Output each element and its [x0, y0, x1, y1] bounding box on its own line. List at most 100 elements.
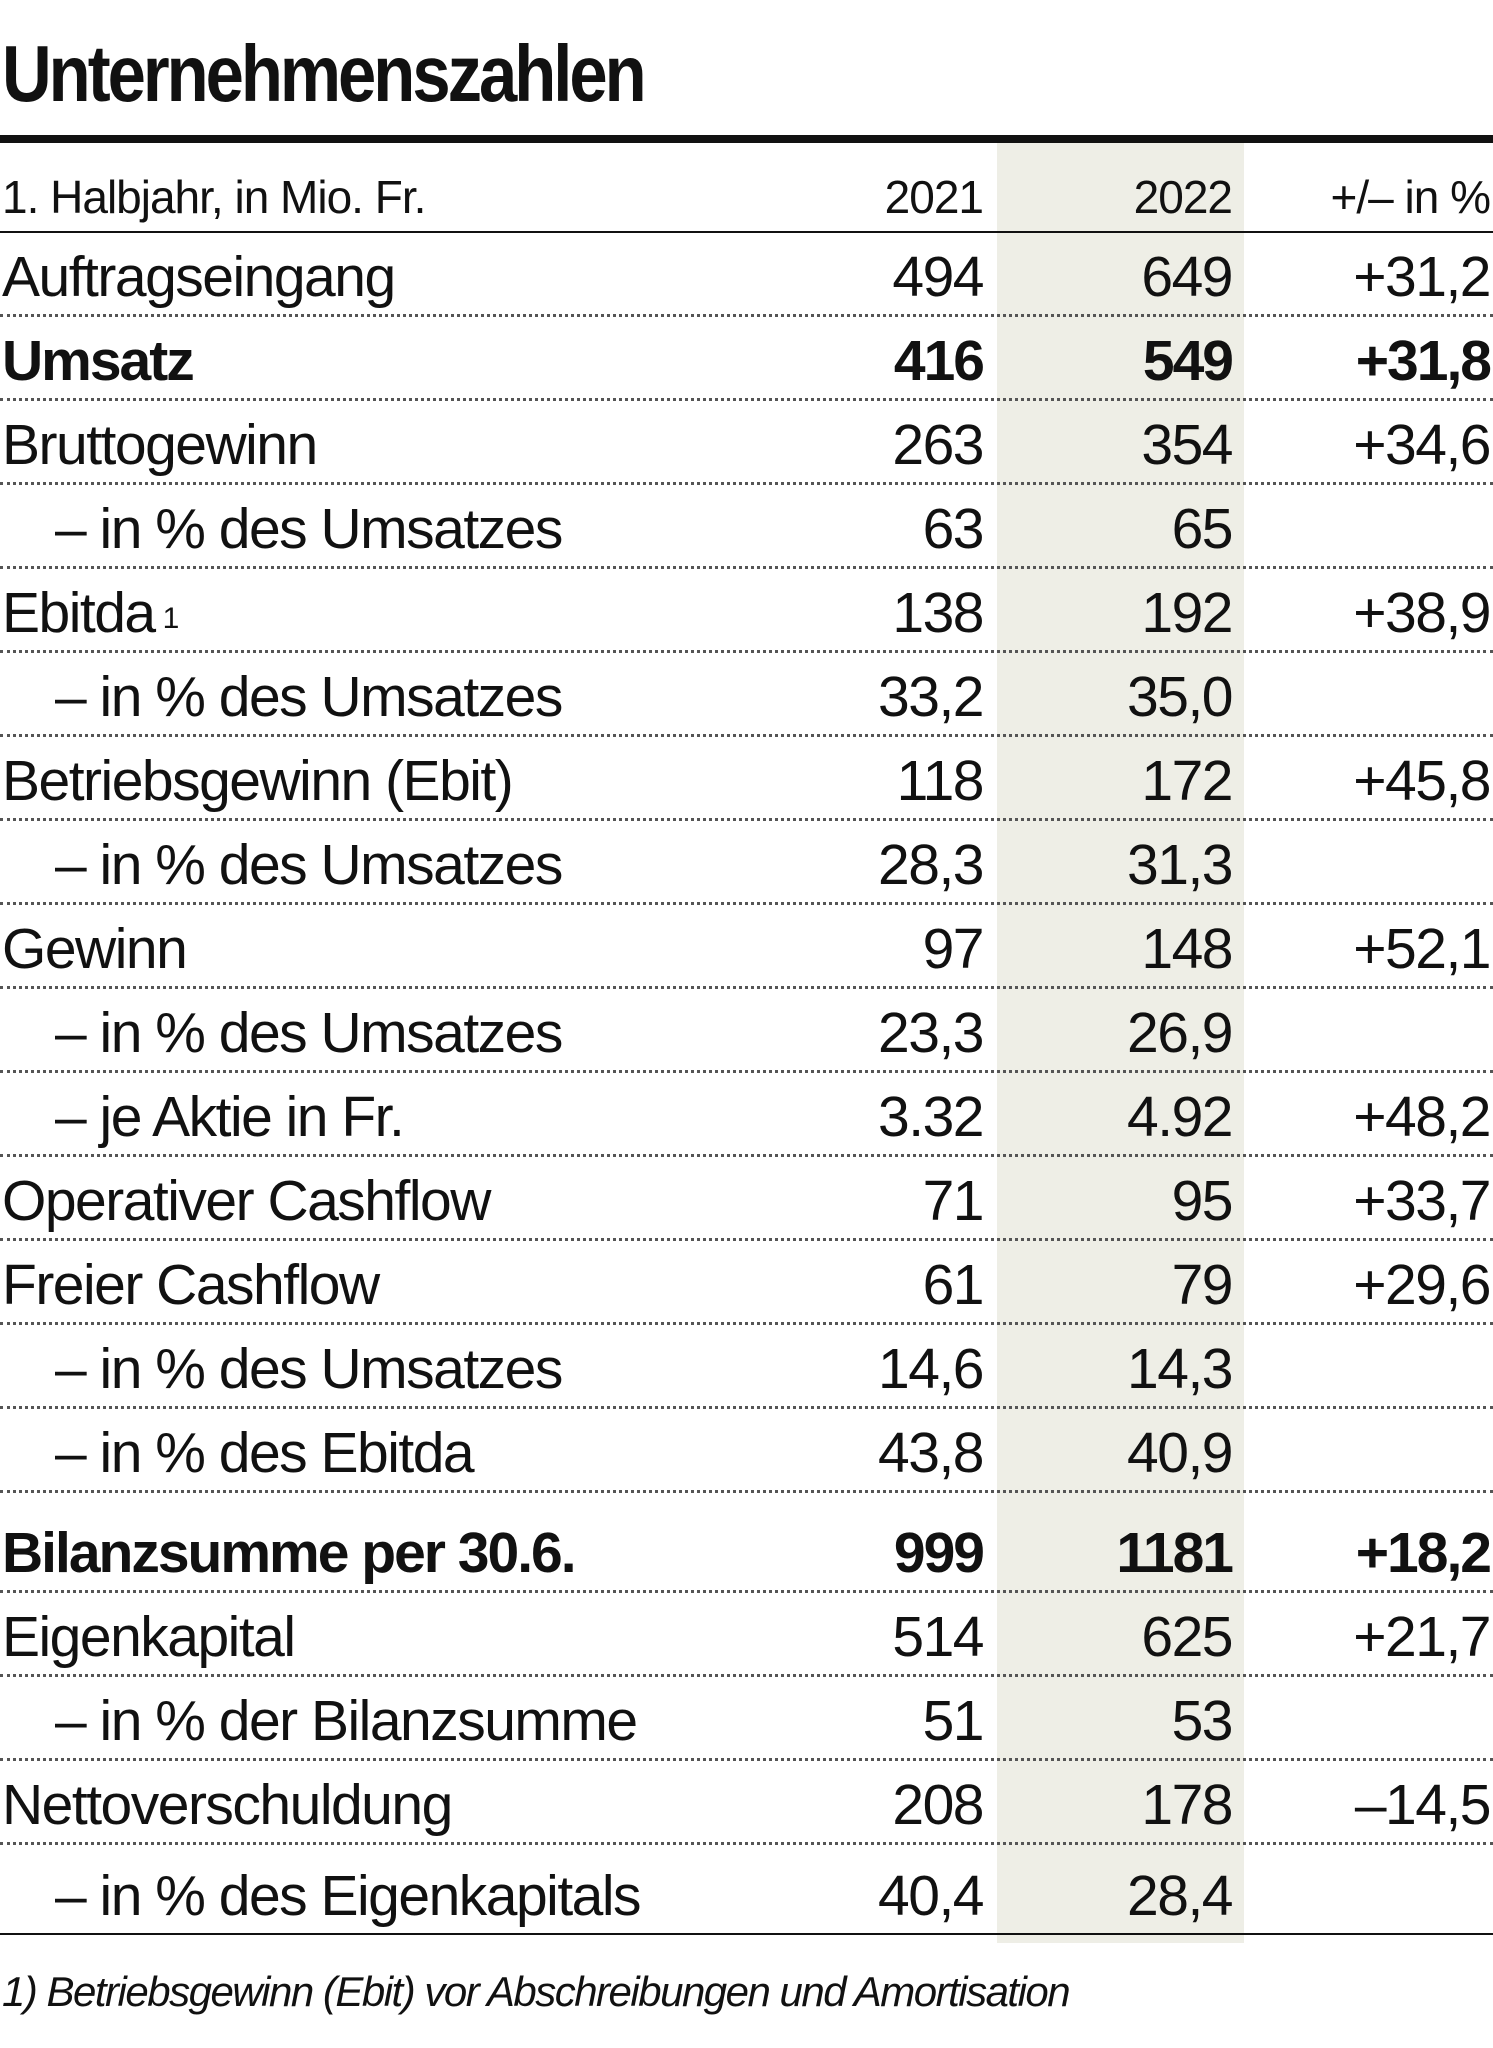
row-gewinn: Gewinn 97 148 +52,1 — [0, 905, 1493, 989]
row-nettoverschuldung: Nettoverschuldung 208 178 –14,5 — [0, 1761, 1493, 1845]
figures-table: 1. Halbjahr, in Mio. Fr. 2021 2022 +/– i… — [0, 143, 1493, 1935]
value-2021: 28,3 — [878, 833, 984, 897]
row-gewinn-je-aktie: – je Aktie in Fr. 3.32 4.92 +48,2 — [0, 1073, 1493, 1157]
value-2022: 40,9 — [1127, 1421, 1233, 1485]
value-change: +18,2 — [1355, 1521, 1492, 1585]
row-auftragseingang: Auftragseingang 494 649 +31,2 — [0, 233, 1493, 317]
row-label: – in % des Umsatzes — [55, 1001, 563, 1065]
row-label: Freier Cashflow — [2, 1253, 380, 1317]
value-2021: 416 — [893, 329, 985, 393]
value-change: +31,2 — [1353, 245, 1491, 309]
footnote: 1) Betriebsgewinn (Ebit) vor Abschreibun… — [2, 1968, 1071, 2015]
row-label: Bruttogewinn — [2, 413, 318, 477]
row-label: – in % des Umsatzes — [55, 497, 563, 561]
row-label: Umsatz — [2, 329, 195, 393]
value-change: +31,8 — [1355, 329, 1492, 393]
value-change: +38,9 — [1353, 581, 1491, 645]
value-change: +34,6 — [1353, 413, 1491, 477]
value-2022: 549 — [1142, 329, 1234, 393]
row-label: Gewinn — [2, 917, 188, 981]
value-2021: 263 — [892, 413, 984, 477]
value-2022: 14,3 — [1127, 1337, 1233, 1401]
footnote-marker: 1 — [162, 602, 180, 635]
value-change: –14,5 — [1354, 1773, 1492, 1837]
row-brutto-pct: – in % des Umsatzes 63 65 — [0, 485, 1493, 569]
column-2022-shading — [997, 143, 1244, 1943]
header-change: +/– in % — [1330, 171, 1492, 223]
value-2021: 494 — [892, 245, 984, 309]
value-2022: 4.92 — [1127, 1085, 1233, 1149]
value-change: +45,8 — [1353, 749, 1491, 813]
value-2022: 26,9 — [1127, 1001, 1233, 1065]
row-label: – je Aktie in Fr. — [55, 1085, 405, 1149]
row-label: – in % der Bilanzsumme — [55, 1689, 638, 1753]
value-2021: 208 — [892, 1773, 984, 1837]
value-2021: 43,8 — [878, 1421, 984, 1485]
row-ebitda: Ebitda 1 138 192 +38,9 — [0, 569, 1493, 653]
row-label: Auftragseingang — [2, 245, 396, 309]
table-header: 1. Halbjahr, in Mio. Fr. 2021 2022 +/– i… — [0, 143, 1493, 233]
value-2021: 3.32 — [878, 1085, 984, 1149]
row-bruttogewinn: Bruttogewinn 263 354 +34,6 — [0, 401, 1493, 485]
value-2021: 61 — [922, 1253, 985, 1317]
value-2021: 999 — [893, 1521, 985, 1585]
value-2021: 63 — [922, 497, 985, 561]
row-gewinn-pct: – in % des Umsatzes 23,3 26,9 — [0, 989, 1493, 1073]
value-2022: 178 — [1141, 1773, 1233, 1837]
value-2022: 28,4 — [1127, 1864, 1233, 1928]
row-label: – in % des Umsatzes — [55, 833, 563, 897]
row-bilanzsumme: Bilanzsumme per 30.6. 999 1181 +18,2 — [0, 1493, 1493, 1593]
header-label: 1. Halbjahr, in Mio. Fr. — [2, 171, 426, 223]
value-change: +33,7 — [1353, 1169, 1491, 1233]
page-title: Unternehmenszahlen — [2, 29, 647, 118]
value-2022: 53 — [1171, 1689, 1234, 1753]
row-label: – in % des Eigenkapitals — [55, 1864, 642, 1928]
value-2022: 79 — [1171, 1253, 1234, 1317]
value-change: +52,1 — [1353, 917, 1491, 981]
row-fcf-pct-ebitda: – in % des Ebitda 43,8 40,9 — [0, 1409, 1493, 1493]
row-label: Eigenkapital — [2, 1605, 296, 1669]
value-2022: 172 — [1141, 749, 1233, 813]
row-label: – in % des Umsatzes — [55, 1337, 563, 1401]
row-ebit: Betriebsgewinn (Ebit) 118 172 +45,8 — [0, 737, 1493, 821]
value-2021: 23,3 — [878, 1001, 984, 1065]
row-umsatz: Umsatz 416 549 +31,8 — [0, 317, 1493, 401]
value-2021: 40,4 — [878, 1864, 984, 1928]
value-2021: 33,2 — [878, 665, 984, 729]
value-2021: 51 — [922, 1689, 985, 1753]
value-2022: 649 — [1141, 245, 1233, 309]
header-2021: 2021 — [884, 171, 984, 223]
row-label: – in % des Umsatzes — [55, 665, 563, 729]
header-2022: 2022 — [1133, 171, 1233, 223]
row-eigenkapital: Eigenkapital 514 625 +21,7 — [0, 1593, 1493, 1677]
value-2021: 71 — [922, 1169, 985, 1233]
value-2021: 138 — [892, 581, 984, 645]
value-2022: 192 — [1141, 581, 1233, 645]
row-label: Nettoverschuldung — [2, 1773, 453, 1837]
value-2022: 354 — [1141, 413, 1233, 477]
ebitda-label: Ebitda — [2, 581, 156, 645]
value-2021: 118 — [896, 749, 985, 813]
value-change: +29,6 — [1353, 1253, 1491, 1317]
row-label: Bilanzsumme per 30.6. — [2, 1521, 577, 1585]
row-label: Betriebsgewinn (Ebit) — [2, 749, 514, 813]
value-2021: 14,6 — [878, 1337, 984, 1401]
value-2022: 95 — [1171, 1169, 1234, 1233]
row-label: Operativer Cashflow — [2, 1169, 491, 1233]
row-ebit-pct: – in % des Umsatzes 28,3 31,3 — [0, 821, 1493, 905]
value-change: +21,7 — [1353, 1605, 1491, 1669]
title-rule — [0, 135, 1493, 143]
value-2022: 35,0 — [1127, 665, 1233, 729]
value-2022: 1181 — [1116, 1521, 1234, 1585]
row-ek-pct-bilanz: – in % der Bilanzsumme 51 53 — [0, 1677, 1493, 1761]
value-2022: 65 — [1171, 497, 1234, 561]
row-fcf-pct-umsatz: – in % des Umsatzes 14,6 14,3 — [0, 1325, 1493, 1409]
value-2021: 514 — [892, 1605, 984, 1669]
value-2022: 148 — [1141, 917, 1233, 981]
value-change: +48,2 — [1353, 1085, 1491, 1149]
row-label: Ebitda 1 — [2, 578, 180, 648]
row-nv-pct-ek: – in % des Eigenkapitals 40,4 28,4 — [0, 1845, 1493, 1935]
row-operativer-cashflow: Operativer Cashflow 71 95 +33,7 — [0, 1157, 1493, 1241]
value-2022: 625 — [1141, 1605, 1233, 1669]
row-freier-cashflow: Freier Cashflow 61 79 +29,6 — [0, 1241, 1493, 1325]
